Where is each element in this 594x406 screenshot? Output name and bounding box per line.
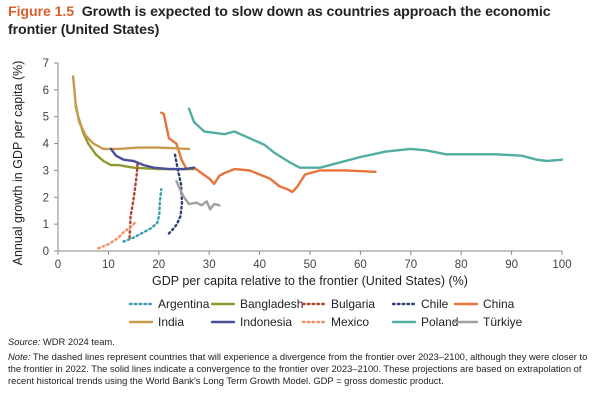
legend-label-india: India (158, 315, 184, 329)
figure-title: Growth is expected to slow down as count… (8, 4, 551, 38)
note-text: The dashed lines represent countries tha… (8, 351, 588, 387)
legend-label-turkiye: Türkiye (483, 315, 523, 329)
source-note: Source: WDR 2024 team. (8, 336, 588, 348)
source-text: WDR 2024 team. (40, 336, 115, 347)
y-tick-label: 4 (43, 139, 50, 151)
y-tick-label: 1 (43, 219, 49, 231)
chart-axes: 0 10 20 30 40 50 60 70 80 90 100 0 1 2 3 4 5 6 7 GDP per ca… (11, 58, 572, 288)
y-axis-title: Annual growth in GDP per capita (%) (11, 61, 25, 266)
legend-label-chile: Chile (421, 297, 449, 311)
y-tick-label: 2 (43, 192, 49, 204)
x-tick-label: 90 (505, 259, 518, 271)
chart-legend: Argentina Bangladesh Bulgaria Chile China Ind… (128, 297, 523, 329)
x-tick-label: 60 (354, 259, 367, 271)
note-prefix: Note: (8, 351, 31, 362)
source-prefix: Source: (8, 336, 41, 347)
series-line-india (71, 75, 191, 151)
x-tick-label: 50 (304, 259, 317, 271)
series-line-chile (167, 153, 184, 235)
y-tick-label: 0 (43, 246, 49, 258)
series-line-china (160, 111, 377, 194)
figure-label: Figure 1.5 (8, 4, 75, 20)
legend-label-bangladesh: Bangladesh (240, 297, 303, 311)
y-tick-label: 5 (43, 112, 49, 124)
y-tick-label: 7 (43, 58, 49, 70)
x-tick-label: 30 (203, 259, 216, 271)
series-line-poland (187, 107, 564, 169)
x-tick-label: 40 (253, 259, 266, 271)
x-tick-label: 100 (552, 259, 571, 271)
y-tick-label: 3 (43, 165, 49, 177)
series-line-argentina (122, 188, 163, 243)
x-tick-label: 20 (152, 259, 165, 271)
x-tick-label: 0 (55, 259, 61, 271)
x-tick-label: 70 (404, 259, 417, 271)
legend-label-china: China (483, 297, 515, 311)
figure-heading: Figure 1.5 Growth is expected to slow do… (8, 3, 588, 39)
series-line-indonesia (109, 147, 196, 171)
legend-label-poland: Poland (421, 315, 458, 329)
x-tick-label: 10 (102, 259, 115, 271)
x-tick-label: 80 (455, 259, 468, 271)
x-axis-title: GDP per capita relative to the frontier … (152, 274, 468, 288)
legend-label-bulgaria: Bulgaria (331, 297, 375, 311)
legend-label-argentina: Argentina (158, 297, 210, 311)
legend-label-mexico: Mexico (331, 315, 369, 329)
figure-note: Note: The dashed lines represent countri… (8, 351, 588, 388)
legend-label-indonesia: Indonesia (240, 315, 292, 329)
y-tick-label: 6 (43, 85, 49, 97)
series-layer (71, 75, 564, 250)
series-line-turkiye (175, 180, 221, 211)
series-line-mexico (97, 220, 138, 250)
